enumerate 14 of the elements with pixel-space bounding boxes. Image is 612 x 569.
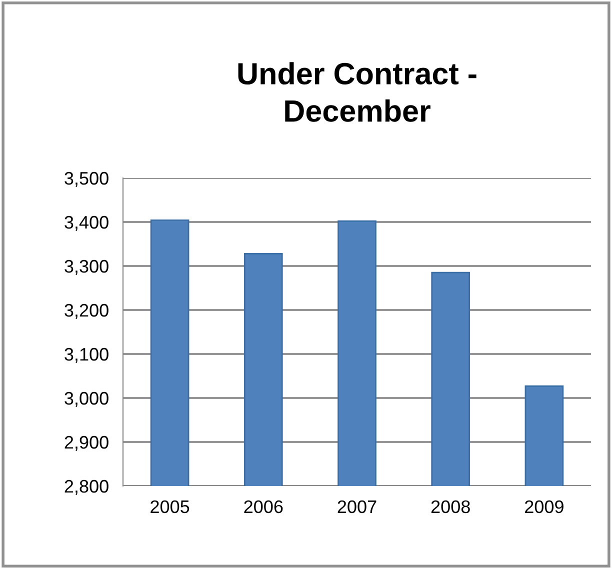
x-tick-label: 2006 [244,500,283,514]
y-tick-label: 3,100 [64,348,108,363]
x-tick-label: 2008 [431,500,470,514]
y-tick-label: 3,200 [64,304,108,319]
x-tick-label: 2005 [150,500,190,514]
x-tick-label: 2007 [338,500,376,514]
y-tick-label: 3,000 [64,392,108,407]
y-tick-label: 3,500 [64,172,108,187]
y-tick-label: 3,300 [64,260,108,275]
chart-title: Under Contract - December [238,62,476,122]
y-tick-label: 3,400 [64,216,108,231]
y-tick-label: 2,800 [64,480,108,495]
x-tick-label: 2009 [525,500,564,514]
y-tick-label: 2,900 [64,436,108,451]
